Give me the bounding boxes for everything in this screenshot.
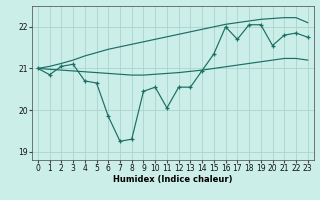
X-axis label: Humidex (Indice chaleur): Humidex (Indice chaleur)	[113, 175, 233, 184]
